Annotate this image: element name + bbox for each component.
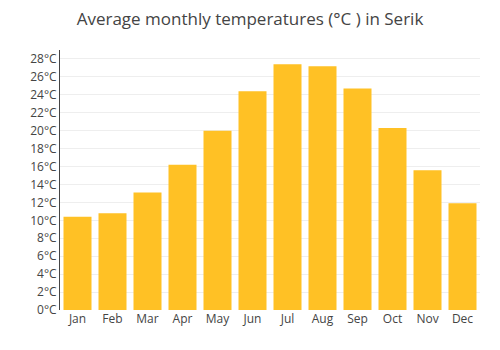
svg-text:6°C: 6°C bbox=[37, 247, 57, 264]
svg-text:20°C: 20°C bbox=[30, 122, 57, 139]
svg-text:Average monthly temperatures (: Average monthly temperatures (°C ) in Se… bbox=[77, 7, 424, 30]
svg-text:24°C: 24°C bbox=[30, 86, 57, 103]
svg-text:Jun: Jun bbox=[243, 310, 262, 327]
svg-text:Sep: Sep bbox=[347, 310, 368, 327]
svg-text:May: May bbox=[206, 310, 230, 327]
svg-text:Oct: Oct bbox=[383, 310, 402, 327]
svg-text:Aug: Aug bbox=[312, 310, 334, 327]
svg-text:Jan: Jan bbox=[68, 310, 86, 327]
svg-text:8°C: 8°C bbox=[37, 229, 57, 246]
svg-text:10°C: 10°C bbox=[30, 212, 57, 229]
svg-text:26°C: 26°C bbox=[30, 68, 57, 85]
svg-text:22°C: 22°C bbox=[30, 104, 57, 121]
svg-text:2°C: 2°C bbox=[37, 283, 57, 300]
svg-text:Nov: Nov bbox=[416, 310, 438, 327]
svg-text:0°C: 0°C bbox=[37, 301, 57, 318]
svg-text:16°C: 16°C bbox=[30, 158, 57, 175]
svg-text:4°C: 4°C bbox=[37, 265, 57, 282]
svg-text:Feb: Feb bbox=[102, 310, 122, 327]
svg-text:12°C: 12°C bbox=[30, 194, 57, 211]
svg-text:Dec: Dec bbox=[452, 310, 473, 327]
svg-text:Apr: Apr bbox=[173, 310, 193, 327]
svg-text:18°C: 18°C bbox=[30, 140, 57, 157]
svg-text:Mar: Mar bbox=[136, 310, 158, 327]
svg-text:Jul: Jul bbox=[280, 310, 295, 327]
svg-text:14°C: 14°C bbox=[30, 176, 57, 193]
svg-text:28°C: 28°C bbox=[30, 50, 57, 67]
